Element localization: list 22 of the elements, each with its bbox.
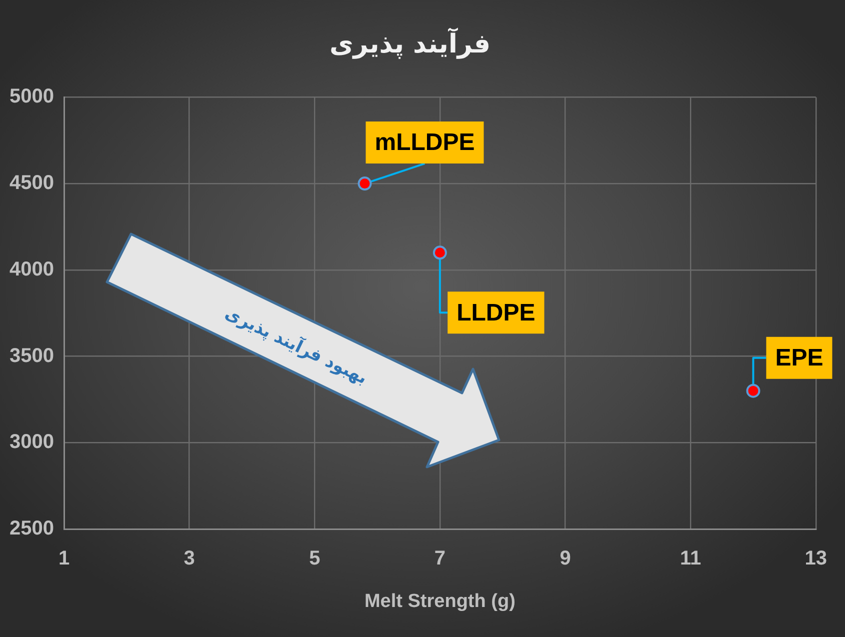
y-tick-label: 4000 (10, 258, 54, 280)
point (432, 246, 447, 260)
point (746, 384, 760, 398)
x-tick-label: 11 (680, 548, 702, 570)
point (358, 176, 372, 191)
annotation: بهبود فرآیند پذیری (222, 303, 370, 389)
x-tick-label: 7 (434, 548, 446, 570)
x-tick-label: 5 (309, 548, 320, 570)
y-tick-label: 5000 (10, 86, 54, 108)
annotation: mLLDPE (374, 129, 475, 156)
y-tick-label: 3000 (10, 431, 54, 454)
chart-title: فرآیند پذیری (329, 27, 491, 60)
x-axis-title: Melt Strength (g) (364, 590, 516, 612)
annotation: EPE (775, 344, 824, 372)
x-tick-label: 1 (58, 548, 70, 570)
y-tick-label: 3500 (10, 344, 54, 367)
annotation: LLDPE (456, 299, 536, 326)
x-tick-label: 13 (804, 548, 827, 570)
x-tick-label: 9 (560, 548, 571, 570)
y-tick-label: 4500 (10, 172, 54, 194)
x-tick-label: 3 (184, 548, 195, 570)
y-tick-label: 2500 (10, 518, 54, 540)
